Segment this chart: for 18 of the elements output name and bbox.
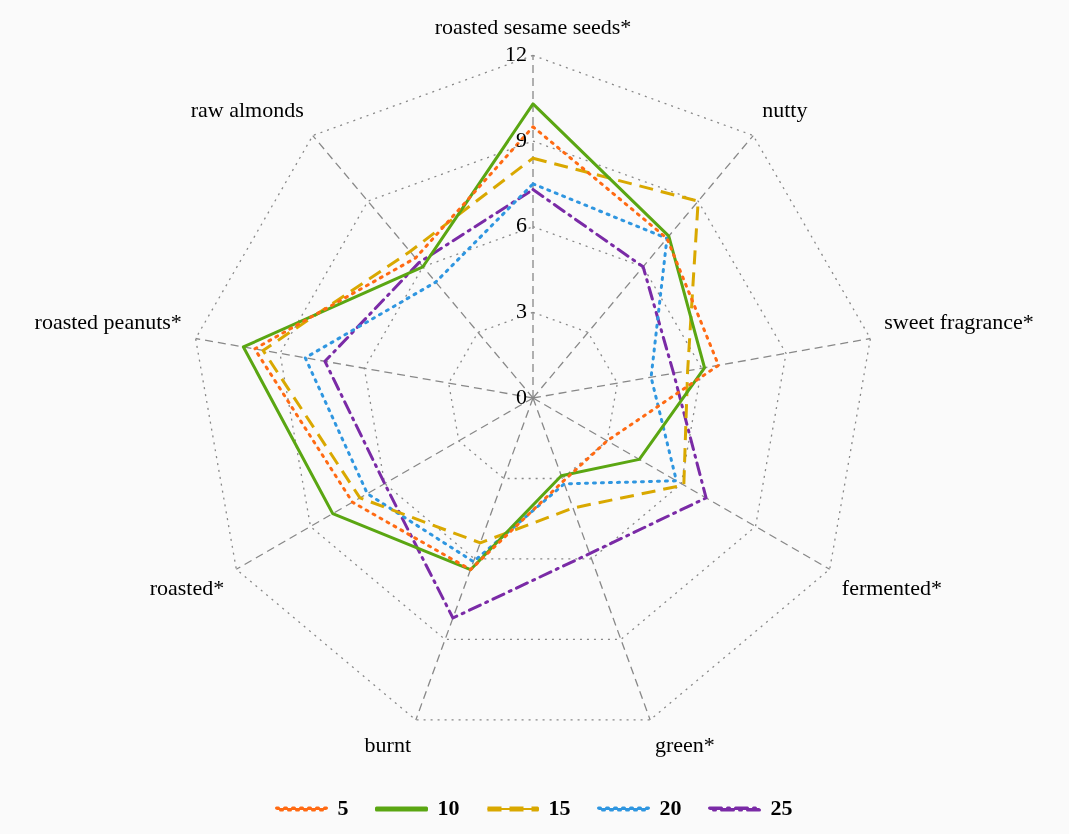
y-tick-label: 3 xyxy=(516,298,527,324)
spoke-label: burnt xyxy=(364,732,412,758)
spoke-label: raw almonds xyxy=(190,97,304,123)
y-tick-label: 6 xyxy=(516,212,527,238)
y-tick-label: 0 xyxy=(516,383,527,409)
legend-label: 25 xyxy=(770,794,793,820)
spoke-label: green* xyxy=(654,732,715,758)
spoke-label: fermented* xyxy=(841,575,942,601)
y-tick-label: 12 xyxy=(505,41,527,67)
spoke-label: roasted sesame seeds* xyxy=(434,13,632,39)
spoke-label: roasted* xyxy=(149,575,225,601)
legend-label: 10 xyxy=(437,794,460,820)
legend-label: 5 xyxy=(337,794,349,820)
spoke-label: sweet fragrance* xyxy=(884,308,1034,334)
spoke-label: nutty xyxy=(762,97,808,123)
legend-label: 15 xyxy=(548,794,571,820)
legend-label: 20 xyxy=(659,794,682,820)
spoke-label: roasted peanuts* xyxy=(34,308,182,334)
